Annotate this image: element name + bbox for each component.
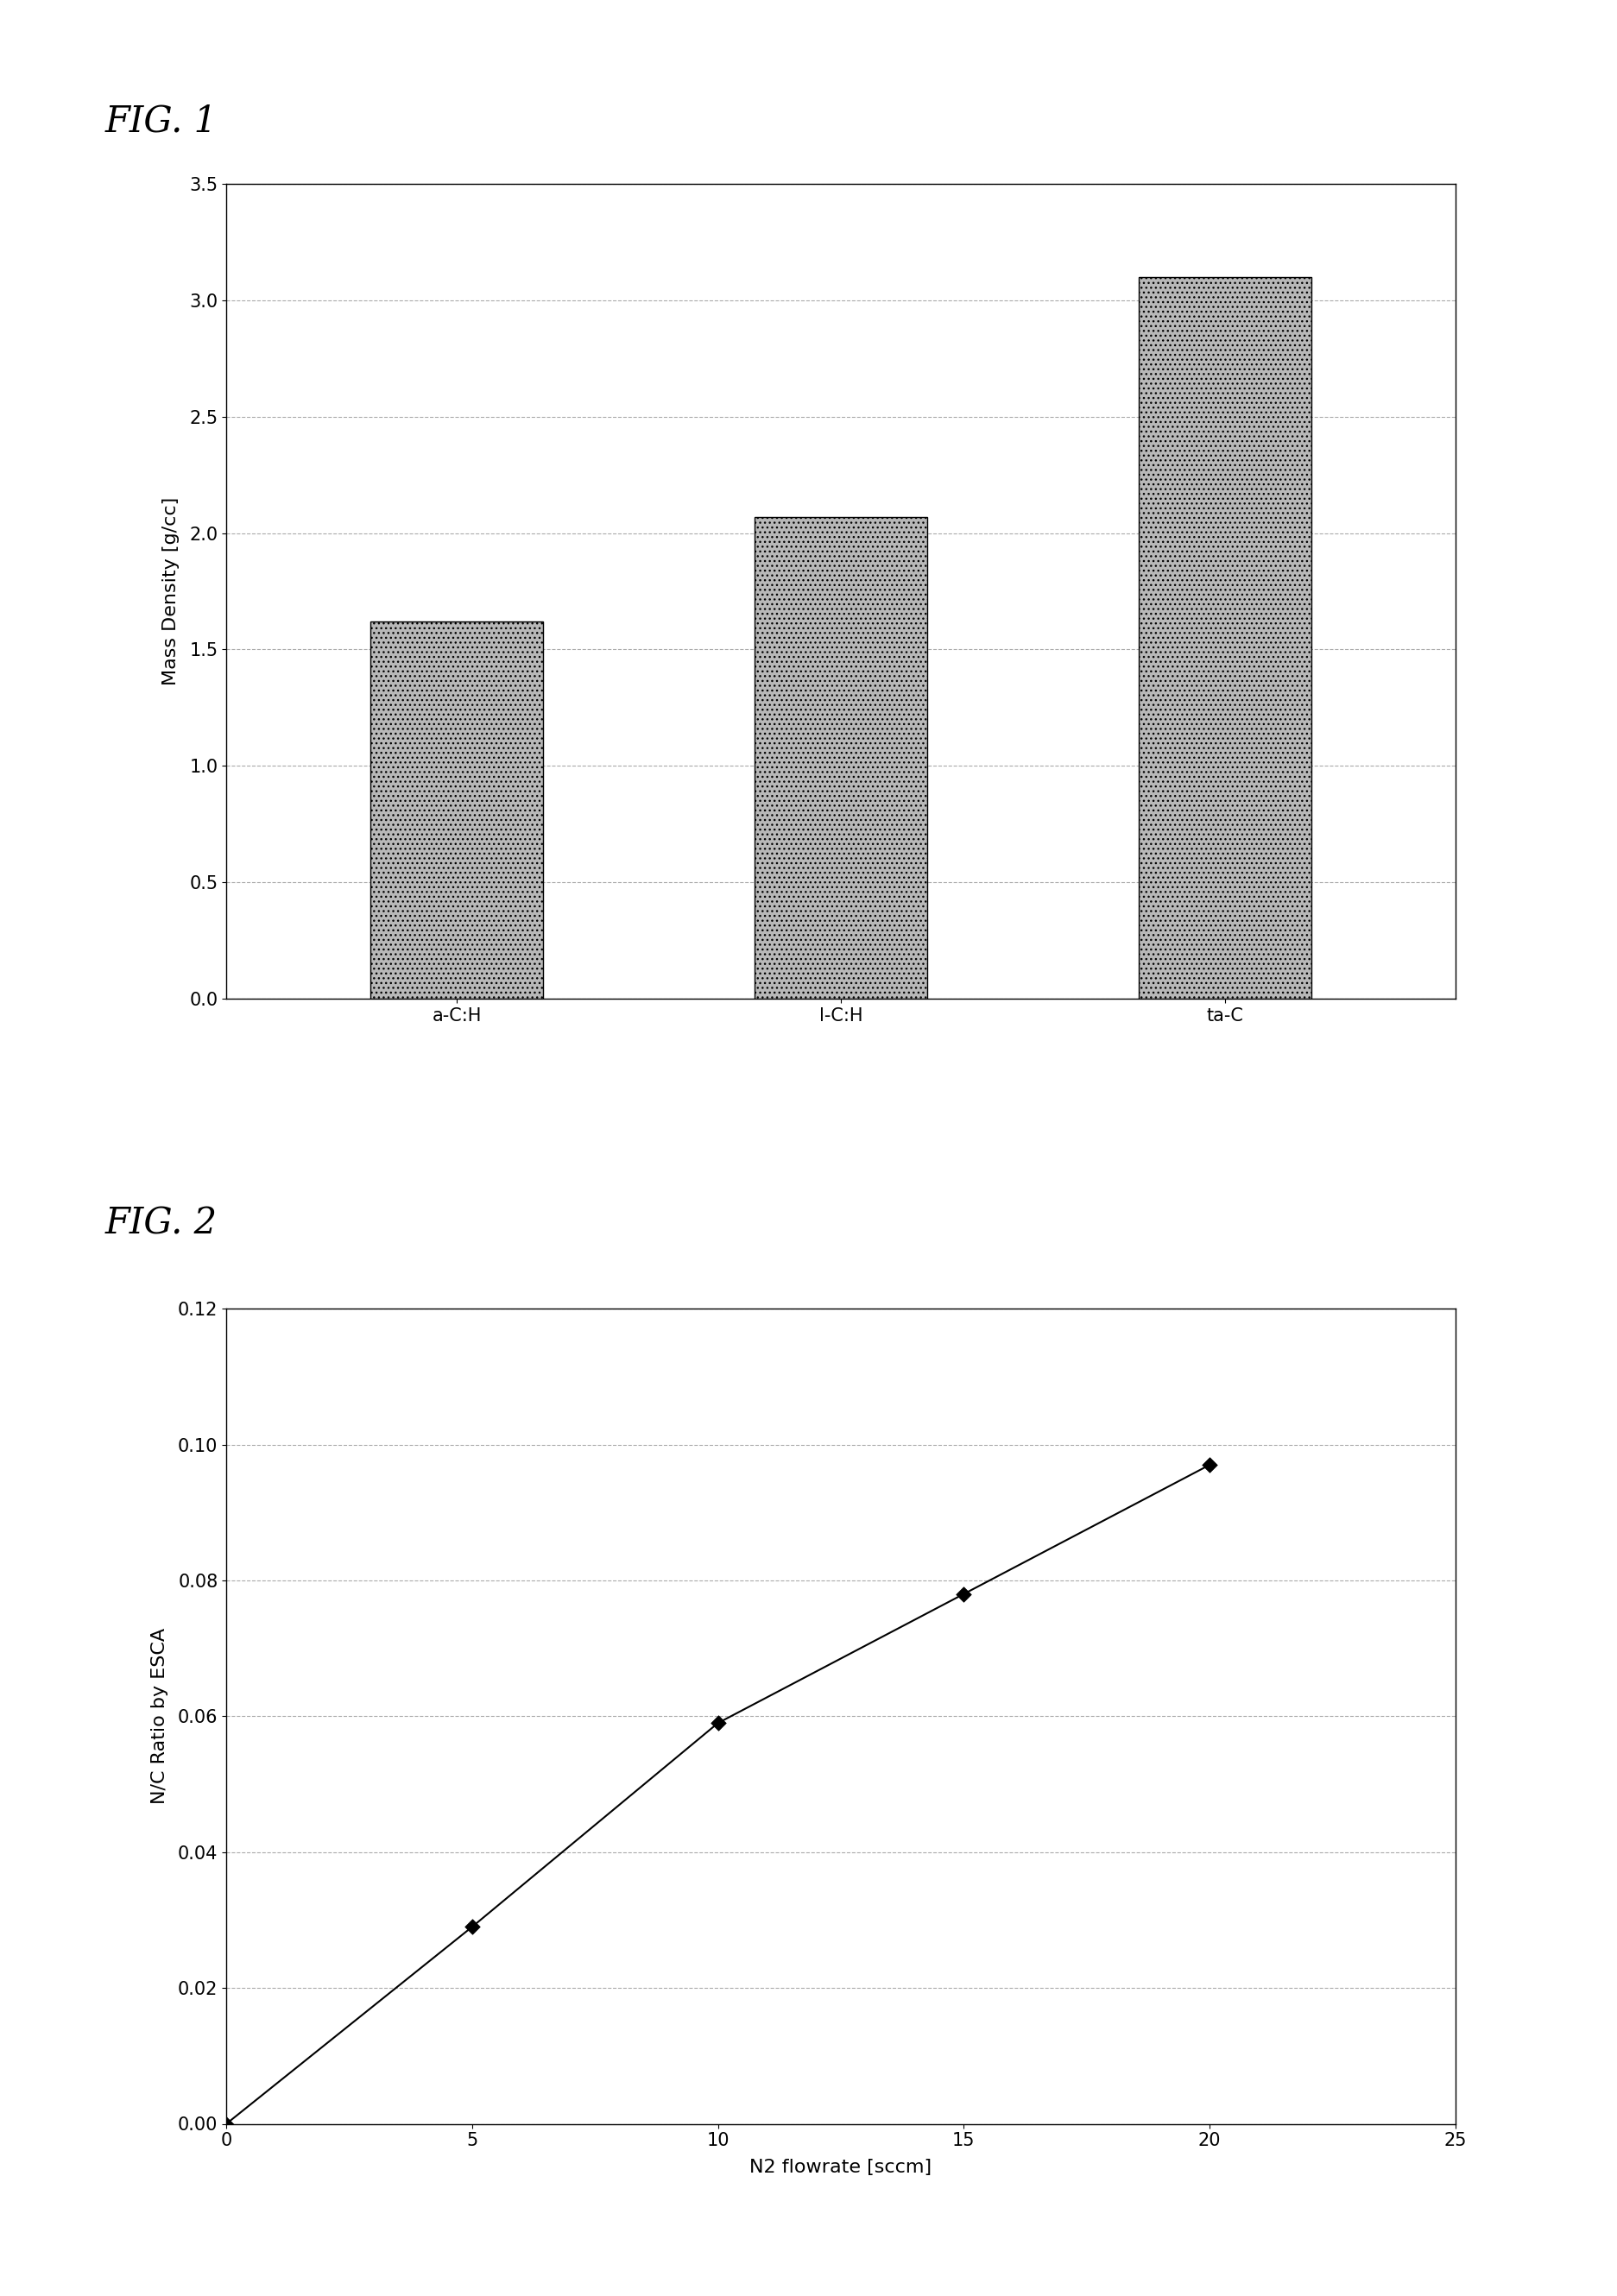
Y-axis label: N/C Ratio by ESCA: N/C Ratio by ESCA	[150, 1628, 168, 1805]
X-axis label: N2 flowrate [sccm]: N2 flowrate [sccm]	[750, 2158, 931, 2177]
Bar	[755, 517, 927, 999]
Y-axis label: Mass Density [g/cc]: Mass Density [g/cc]	[163, 496, 179, 687]
Point	[213, 2105, 239, 2142]
Point	[951, 1575, 977, 1612]
Bar	[370, 622, 543, 999]
Point	[459, 1908, 485, 1945]
Text: FIG. 1: FIG. 1	[105, 103, 217, 140]
Point	[705, 1704, 731, 1740]
Text: FIG. 2: FIG. 2	[105, 1205, 217, 1242]
Point	[1197, 1446, 1222, 1483]
Bar	[1138, 278, 1311, 999]
